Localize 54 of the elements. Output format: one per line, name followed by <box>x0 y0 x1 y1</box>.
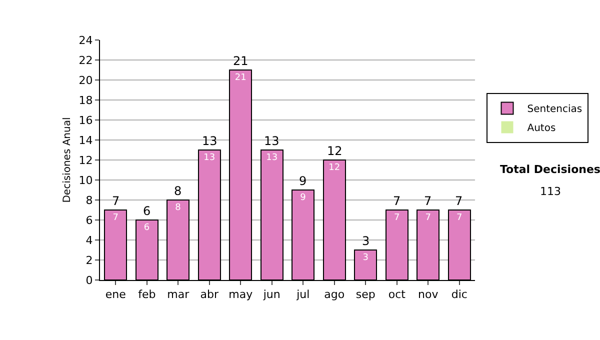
y-tick-label: 18 <box>78 94 93 107</box>
data-label: 12 <box>328 163 340 173</box>
total-label: 12 <box>327 144 342 158</box>
y-tick-label: 8 <box>86 194 93 207</box>
y-tick-label: 4 <box>86 234 93 247</box>
text: 113 <box>540 185 561 198</box>
legend-label: Sentencias <box>527 104 582 116</box>
data-label: 7 <box>425 213 431 223</box>
y-tick-label: 22 <box>78 54 93 67</box>
y-tick-label: 16 <box>78 114 93 127</box>
data-label: 13 <box>204 153 216 163</box>
total-label: 13 <box>202 134 218 148</box>
data-label: 7 <box>394 213 400 223</box>
data-label: 8 <box>175 203 182 213</box>
total-label: 3 <box>362 234 370 248</box>
legend-label: Autos <box>527 123 556 134</box>
x-tick-label: oct <box>388 288 406 302</box>
y-tick-label: 10 <box>78 174 93 187</box>
x-tick-label: jul <box>296 288 310 302</box>
y-tick-label: 24 <box>78 34 93 47</box>
data-label: 7 <box>456 213 462 223</box>
total-label: 7 <box>455 194 463 208</box>
total-label: 13 <box>264 134 280 148</box>
x-tick-label: mar <box>167 288 190 302</box>
x-tick-label: ene <box>105 288 126 302</box>
total-label: 7 <box>393 194 401 208</box>
text: Total Decisiones <box>500 163 600 176</box>
y-tick-label: 12 <box>78 154 93 167</box>
data-label: 9 <box>300 193 306 203</box>
x-tick-label: may <box>228 288 254 302</box>
y-tick-label: 0 <box>86 274 93 287</box>
y-tick-label: 6 <box>86 214 93 227</box>
x-tick-label: jun <box>262 288 280 302</box>
total-label: 9 <box>299 174 307 188</box>
data-label: 21 <box>234 73 246 83</box>
x-tick-label: ago <box>324 288 345 302</box>
x-tick-label: feb <box>138 288 156 302</box>
y-tick-label: 20 <box>78 74 93 87</box>
total-label: 6 <box>143 204 151 218</box>
total-label: 8 <box>174 184 182 198</box>
x-tick-label: dic <box>451 288 468 302</box>
x-tick-label: sep <box>356 288 376 302</box>
y-tick-label: 14 <box>78 134 93 147</box>
total-label: 21 <box>233 54 248 68</box>
y-axis-title: Decisiones Anual <box>62 117 73 203</box>
x-tick-label: nov <box>418 288 439 302</box>
data-label: 6 <box>144 223 150 233</box>
x-tick-label: abr <box>200 288 219 302</box>
y-tick-label: 2 <box>86 254 93 267</box>
total-label: 7 <box>112 194 120 208</box>
total-label: 7 <box>424 194 432 208</box>
data-label: 13 <box>266 153 278 163</box>
data-label: 7 <box>112 213 118 223</box>
data-label: 3 <box>362 253 368 263</box>
